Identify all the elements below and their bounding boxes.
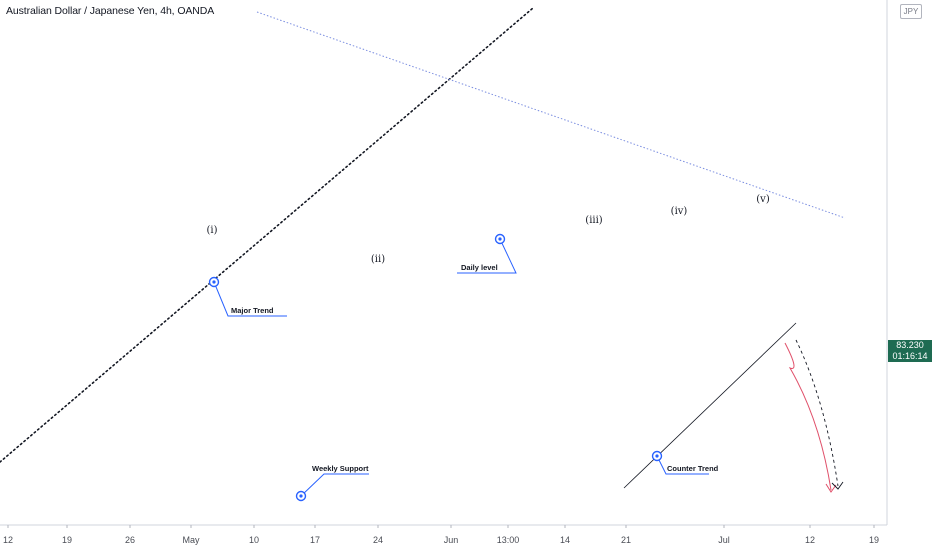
- annotation-marker-dot: [655, 454, 659, 458]
- falling-resistance-line: [256, 11, 846, 219]
- trend-lines: [0, 7, 846, 493]
- current-price-tag: 83.230 01:16:14: [888, 340, 932, 362]
- time-tick-label: 24: [373, 535, 383, 545]
- annotation-daily-level: Daily level: [457, 233, 517, 274]
- annotation-leader: [300, 473, 369, 497]
- time-tick-label: 14: [560, 535, 570, 545]
- wave-label: (ii): [371, 254, 385, 265]
- annotation-label: Weekly Support: [312, 464, 369, 473]
- wave-label: (i): [206, 225, 217, 236]
- dashed-projection-path: [795, 339, 839, 487]
- time-tick-label: 26: [125, 535, 135, 545]
- time-tick-label: Jun: [444, 535, 459, 545]
- time-tick-label: May: [182, 535, 200, 545]
- annotation-marker-dot: [299, 494, 303, 498]
- annotation-leader: [656, 455, 709, 475]
- wave-label: (iv): [671, 206, 688, 217]
- time-tick-label: Jul: [718, 535, 730, 545]
- annotation-marker-dot: [498, 237, 502, 241]
- time-tick-label: 10: [249, 535, 259, 545]
- annotation-weekly-support: Weekly Support: [295, 464, 369, 502]
- candle-countdown: 01:16:14: [892, 351, 928, 361]
- time-tick-label: 21: [621, 535, 631, 545]
- time-tick-label: 12: [805, 535, 815, 545]
- annotation-leader: [213, 281, 287, 317]
- counter-trend-line: [623, 322, 797, 489]
- wave-label: (iii): [585, 215, 602, 226]
- time-tick-label: 12: [3, 535, 13, 545]
- annotation-label: Counter Trend: [667, 464, 719, 473]
- chart-title: Australian Dollar / Japanese Yen, 4h, OA…: [6, 5, 215, 17]
- axes: 85.60085.40085.20085.00084.80084.60084.4…: [0, 0, 888, 545]
- annotation-label: Major Trend: [231, 306, 274, 315]
- annotation-major-trend: Major Trend: [208, 276, 287, 317]
- annotation-counter-trend: Counter Trend: [651, 450, 719, 475]
- dashed-projection-arrowhead: [831, 481, 844, 490]
- annotation-label: Daily level: [461, 263, 498, 272]
- time-tick-label: 19: [869, 535, 879, 545]
- current-price: 83.230: [896, 340, 924, 350]
- currency-badge[interactable]: JPY: [900, 4, 922, 19]
- major-trend-line: [0, 7, 534, 463]
- wave-labels: (i) (ii) (iii) (iv) (v): [206, 194, 769, 265]
- wave-label: (v): [756, 194, 770, 205]
- annotation-marker-dot: [212, 280, 216, 284]
- annotations: Major Trend Daily level Weekly Support Coun…: [208, 233, 719, 502]
- time-tick-label: 19: [62, 535, 72, 545]
- time-tick-label: 13:00: [497, 535, 520, 545]
- annotation-leader: [457, 238, 517, 274]
- projection-path: [784, 342, 832, 491]
- projection-arrowhead: [825, 483, 837, 493]
- time-tick-label: 17: [310, 535, 320, 545]
